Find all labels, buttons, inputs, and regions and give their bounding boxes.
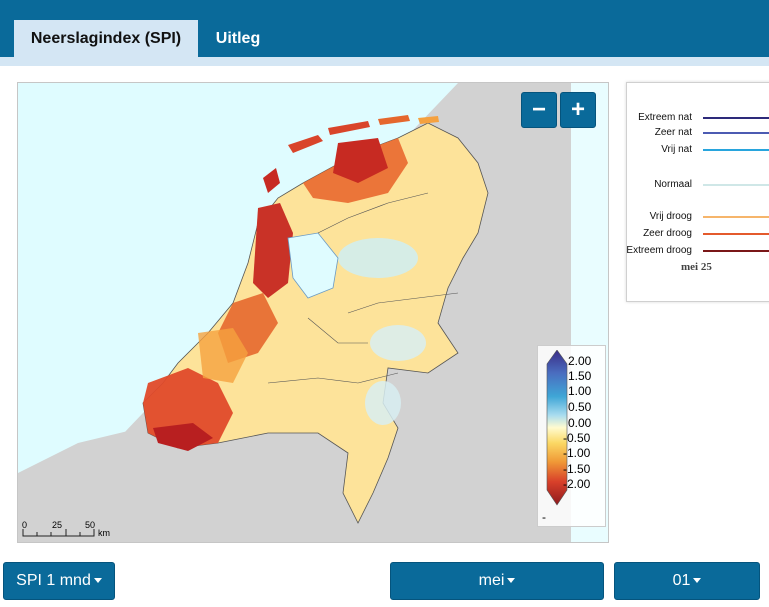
legend-nodata-label: -: [542, 510, 546, 524]
scale-tick-50: 50: [85, 520, 96, 530]
month-dropdown[interactable]: mei: [390, 562, 604, 600]
scale-bar-line: [22, 529, 95, 537]
scale-tick-0: 0: [22, 520, 28, 530]
tab-uitleg[interactable]: Uitleg: [215, 30, 261, 47]
zoom-in-button[interactable]: +: [560, 92, 596, 128]
level-label-vrij-droog: Vrij droog: [649, 211, 692, 222]
level-label-zeer-droog: Zeer droog: [643, 228, 692, 239]
legend-label-neg-2.00: -2.00: [563, 477, 591, 491]
level-line-zeer-nat: [703, 132, 769, 134]
spi-map[interactable]: [17, 82, 609, 543]
day-dropdown[interactable]: 01: [614, 562, 760, 600]
map-legend: 2.00 1.50 1.00 0.50 0.00 -0.50 -1.00 -1.…: [537, 345, 606, 527]
legend-label-2.00: 2.00: [568, 354, 592, 368]
level-label-vrij-nat: Vrij nat: [661, 144, 692, 155]
legend-label-neg-1.00: -1.00: [563, 446, 591, 460]
island-schiermonnikoog: [418, 116, 439, 124]
moderate-dry-zone: [198, 328, 248, 383]
scale-unit: km: [98, 528, 110, 538]
level-line-vrij-nat: [703, 149, 769, 151]
tab-strip: [0, 57, 769, 66]
extreme-dry-north: [333, 138, 388, 183]
map-canvas: [18, 83, 608, 542]
extreme-dry-zeeland: [153, 423, 213, 451]
legend-label-neg-0.50: -0.50: [563, 431, 591, 445]
month-label: mei: [478, 572, 505, 589]
legend-label-neg-1.50: -1.50: [563, 462, 591, 476]
level-line-normaal: [703, 184, 769, 186]
level-label-extreem-droog: Extreem droog: [626, 245, 692, 256]
zoom-out-button[interactable]: −: [521, 92, 557, 128]
extreme-dry-west: [253, 203, 293, 298]
level-label-extreem-nat: Extreem nat: [638, 112, 692, 123]
legend-label-0.50: 0.50: [568, 400, 592, 414]
level-line-extreem-droog: [703, 250, 769, 252]
chart-date-label: mei 25: [681, 261, 712, 273]
spi-period-label: SPI 1 mnd: [16, 572, 91, 589]
island-texel: [263, 168, 280, 193]
chevron-down-icon: [507, 578, 516, 584]
province-borders: [267, 192, 459, 384]
level-line-zeer-droog: [703, 233, 769, 235]
netherlands-shape: [142, 122, 489, 524]
island-ameland: [378, 115, 410, 125]
wet-zone-east: [338, 238, 418, 278]
legend-label-1.50: 1.50: [568, 369, 592, 383]
island-terschelling: [328, 121, 370, 135]
level-label-normaal: Normaal: [654, 179, 692, 190]
spi-period-dropdown[interactable]: SPI 1 mnd: [3, 562, 115, 600]
scale-tick-25: 25: [52, 520, 63, 530]
level-line-extreem-nat: [703, 117, 769, 119]
legend-label-0.00: 0.00: [568, 416, 592, 430]
chevron-down-icon: [93, 578, 102, 584]
tab-neerslagindex[interactable]: Neerslagindex (SPI): [14, 20, 198, 57]
level-label-zeer-nat: Zeer nat: [654, 127, 692, 138]
day-label: 01: [672, 572, 691, 589]
legend-label-1.00: 1.00: [568, 384, 592, 398]
level-line-vrij-droog: [703, 216, 769, 218]
wet-zone-central: [370, 325, 426, 361]
spi-timeseries-panel: Extreem nat Zeer nat Vrij nat Normaal Vr…: [626, 82, 769, 302]
island-vlieland: [288, 135, 323, 153]
legend-colorbar: [546, 350, 568, 506]
wet-zone-south: [365, 381, 401, 425]
chevron-down-icon: [693, 578, 702, 584]
